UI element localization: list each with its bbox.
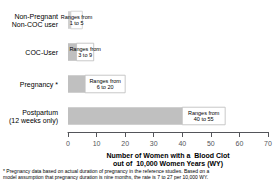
svg-text:Postpartum: Postpartum [22, 109, 58, 117]
svg-text:3 to 9: 3 to 9 [78, 52, 92, 58]
svg-text:Number of Women with a Blood: Number of Women with a Blood Clot [106, 152, 230, 159]
svg-text:40 to 55: 40 to 55 [194, 116, 214, 122]
svg-text:40: 40 [178, 140, 186, 147]
svg-text:out of 10,000 Women Years (WY: out of 10,000 Women Years (WY) [113, 160, 223, 168]
svg-text:Pregnancy *: Pregnancy * [20, 81, 58, 89]
svg-text:1 to 5: 1 to 5 [70, 20, 84, 26]
svg-text:(12 weeks only): (12 weeks only) [9, 117, 58, 125]
svg-text:6 to 20: 6 to 20 [97, 84, 114, 90]
svg-text:COC-User: COC-User [25, 49, 58, 56]
svg-text:10: 10 [93, 140, 101, 147]
svg-text:50: 50 [207, 140, 215, 147]
svg-text:0: 0 [66, 140, 70, 147]
svg-text:20: 20 [121, 140, 129, 147]
svg-text:Ranges from: Ranges from [89, 78, 121, 84]
svg-text:Non-COC user: Non-COC user [12, 21, 59, 28]
svg-text:* Pregnancy data based on actu: * Pregnancy data based on actual duratio… [3, 168, 210, 174]
svg-text:Ranges from: Ranges from [61, 14, 93, 20]
svg-text:model assumption that pregnanc: model assumption that pregnancy duration… [3, 174, 208, 180]
svg-text:Ranges from: Ranges from [69, 46, 101, 52]
svg-text:Non-Pregnant: Non-Pregnant [14, 13, 58, 21]
svg-text:60: 60 [236, 140, 244, 147]
svg-text:Ranges from: Ranges from [188, 110, 220, 116]
svg-text:30: 30 [150, 140, 158, 147]
svg-text:70: 70 [264, 140, 272, 147]
